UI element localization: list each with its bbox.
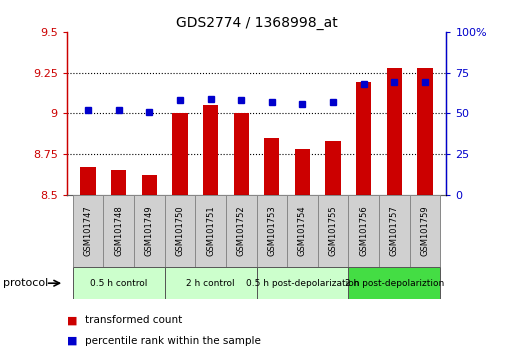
Text: GSM101757: GSM101757 xyxy=(390,206,399,256)
Bar xyxy=(73,195,104,267)
Bar xyxy=(226,195,256,267)
Bar xyxy=(318,195,348,267)
Text: protocol: protocol xyxy=(3,278,48,288)
Text: GDS2774 / 1368998_at: GDS2774 / 1368998_at xyxy=(175,16,338,30)
Text: GSM101749: GSM101749 xyxy=(145,206,154,256)
Bar xyxy=(256,267,348,299)
Text: GSM101753: GSM101753 xyxy=(267,206,277,256)
Bar xyxy=(379,195,409,267)
Text: GSM101748: GSM101748 xyxy=(114,206,123,256)
Bar xyxy=(325,141,341,195)
Bar xyxy=(165,195,195,267)
Text: 2 h control: 2 h control xyxy=(186,279,235,288)
Text: GSM101756: GSM101756 xyxy=(359,206,368,256)
Text: percentile rank within the sample: percentile rank within the sample xyxy=(85,336,261,346)
Text: transformed count: transformed count xyxy=(85,315,182,325)
Text: ■: ■ xyxy=(67,315,77,325)
Text: 0.5 h post-depolarization: 0.5 h post-depolarization xyxy=(246,279,359,288)
Bar xyxy=(81,167,96,195)
Bar xyxy=(172,113,188,195)
Text: 2 h post-depolariztion: 2 h post-depolariztion xyxy=(345,279,444,288)
Bar xyxy=(356,82,371,195)
Text: GSM101751: GSM101751 xyxy=(206,206,215,256)
Bar xyxy=(348,267,440,299)
Text: GSM101747: GSM101747 xyxy=(84,206,93,256)
Bar xyxy=(134,195,165,267)
Bar xyxy=(387,68,402,195)
Text: 0.5 h control: 0.5 h control xyxy=(90,279,147,288)
Bar xyxy=(203,105,218,195)
Text: GSM101750: GSM101750 xyxy=(175,206,185,256)
Bar xyxy=(417,68,432,195)
Bar xyxy=(409,195,440,267)
Bar xyxy=(195,195,226,267)
Bar xyxy=(348,195,379,267)
Bar xyxy=(142,175,157,195)
Bar xyxy=(104,195,134,267)
Bar xyxy=(256,195,287,267)
Bar xyxy=(233,113,249,195)
Text: GSM101759: GSM101759 xyxy=(420,206,429,256)
Text: GSM101755: GSM101755 xyxy=(328,206,338,256)
Bar xyxy=(165,267,256,299)
Text: ■: ■ xyxy=(67,336,77,346)
Bar xyxy=(264,138,280,195)
Bar xyxy=(295,149,310,195)
Text: GSM101754: GSM101754 xyxy=(298,206,307,256)
Bar xyxy=(73,267,165,299)
Bar xyxy=(111,170,126,195)
Text: GSM101752: GSM101752 xyxy=(236,206,246,256)
Bar xyxy=(287,195,318,267)
